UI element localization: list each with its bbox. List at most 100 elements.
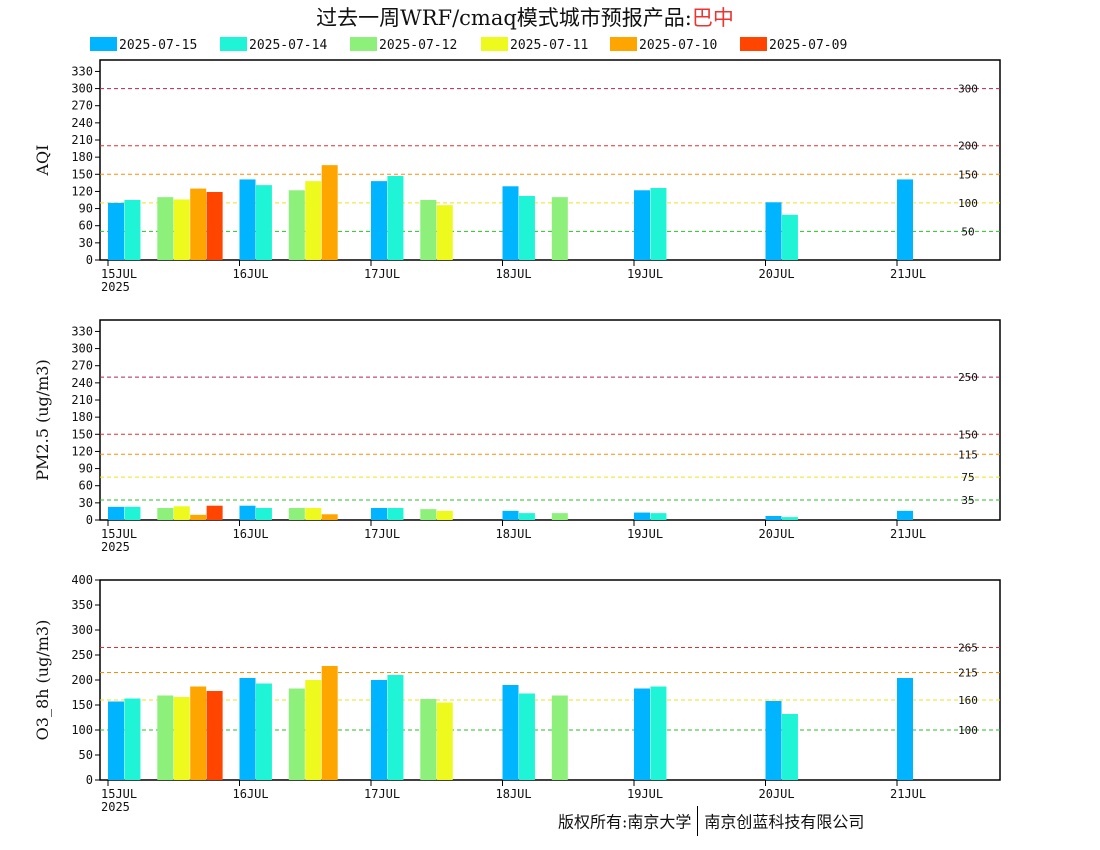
panel-frame-2 [99, 319, 1001, 521]
bar-2025-07-10-day2 [321, 165, 338, 260]
y-tick-label: 350 [71, 598, 93, 612]
bar-2025-07-11-day3 [436, 702, 453, 780]
x-tick-label-15JUL: 15JUL [101, 527, 137, 541]
x-tick-label-16JUL: 16JUL [233, 527, 269, 541]
chart-title: 过去一周WRF/cmaq模式城市预报产品:巴中 [0, 2, 1050, 32]
x-tick-label-17JUL: 17JUL [364, 787, 400, 801]
bar-2025-07-14-day6 [781, 714, 798, 780]
y-tick-label: 270 [71, 359, 93, 373]
bar-2025-07-12-day4 [551, 513, 568, 520]
y-tick-label: 240 [71, 376, 93, 390]
bar-2025-07-12-day2 [288, 508, 305, 520]
x-tick-label-15JUL: 15JUL [101, 787, 137, 801]
y-tick-label: 200 [71, 673, 93, 687]
bar-2025-07-14-day4 [518, 693, 535, 780]
bar-2025-07-14-day4 [518, 513, 535, 520]
y-axis-label: AQI [33, 145, 52, 177]
legend-label-2025-07-10: 2025-07-10 [639, 38, 717, 53]
y-tick-label: 60 [79, 479, 93, 493]
bar-2025-07-11-day3 [436, 205, 453, 260]
legend-label-2025-07-15: 2025-07-15 [119, 38, 197, 53]
threshold-label-115: 115 [958, 448, 978, 461]
threshold-label-35: 35 [961, 494, 974, 507]
threshold-label-100: 100 [958, 197, 978, 210]
bar-2025-07-12-day1 [157, 197, 174, 260]
bar-2025-07-14-day3 [387, 508, 404, 520]
panel-frame-1 [99, 59, 1001, 261]
y-axis-label: O3_8h (ug/m3) [33, 620, 52, 741]
threshold-label-160: 160 [958, 694, 978, 707]
y-tick-label: 50 [79, 748, 93, 762]
bar-2025-07-15-day3 [371, 181, 387, 260]
bar-2025-07-14-day2 [255, 683, 272, 780]
footer-separator [697, 806, 699, 836]
bar-2025-07-14-day6 [781, 214, 798, 260]
x-tick-label-17JUL: 17JUL [364, 267, 400, 281]
bar-2025-07-09-day1 [206, 691, 223, 780]
bar-2025-07-09-day1 [206, 192, 223, 260]
bar-2025-07-12-day4 [551, 695, 568, 780]
bar-2025-07-11-day2 [305, 680, 322, 780]
threshold-label-265: 265 [958, 642, 978, 655]
panel-frame-3 [99, 579, 1001, 781]
x-year-label: 2025 [101, 280, 130, 294]
legend-swatch-2025-07-14 [220, 37, 247, 51]
bar-2025-07-15-day4 [502, 510, 519, 520]
bar-2025-07-10-day1 [190, 188, 207, 260]
bar-2025-07-15-day2 [239, 678, 256, 780]
bar-2025-07-11-day2 [305, 181, 322, 260]
x-tick-label-20JUL: 20JUL [759, 267, 795, 281]
bar-2025-07-15-day1 [108, 701, 124, 780]
bar-2025-07-14-day3 [387, 675, 404, 780]
bar-2025-07-12-day4 [551, 197, 568, 260]
legend-swatch-2025-07-10 [610, 37, 637, 51]
threshold-label-250: 250 [958, 371, 978, 384]
bar-2025-07-10-day1 [190, 514, 207, 520]
y-tick-label: 120 [71, 444, 93, 458]
bar-2025-07-14-day5 [650, 513, 667, 520]
copyright-footer: 版权所有:南京大学 南京创蓝科技有限公司 [558, 806, 864, 838]
bar-2025-07-11-day2 [305, 508, 322, 520]
bar-2025-07-15-day2 [239, 505, 256, 520]
bar-2025-07-10-day2 [321, 666, 338, 780]
y-tick-label: 400 [71, 573, 93, 587]
y-tick-label: 330 [71, 324, 93, 338]
bar-2025-07-15-day6 [765, 516, 782, 520]
title-prefix: 过去一周WRF/cmaq模式城市预报产品: [316, 6, 692, 30]
threshold-label-150: 150 [958, 428, 978, 441]
bar-2025-07-10-day2 [321, 514, 338, 520]
bar-2025-07-14-day6 [781, 517, 798, 520]
y-tick-label: 0 [86, 773, 93, 787]
bar-2025-07-15-day5 [634, 688, 650, 780]
bar-2025-07-15-day7 [897, 179, 913, 260]
y-tick-label: 150 [71, 167, 93, 181]
bar-2025-07-12-day2 [288, 688, 305, 780]
bar-2025-07-11-day3 [436, 510, 453, 520]
y-tick-label: 30 [79, 496, 93, 510]
bar-2025-07-15-day4 [502, 186, 519, 260]
legend-swatch-2025-07-11 [481, 37, 508, 51]
x-tick-label-18JUL: 18JUL [496, 267, 532, 281]
threshold-label-300: 300 [958, 83, 978, 96]
title-city: 巴中 [691, 6, 734, 30]
bar-2025-07-15-day5 [634, 512, 650, 520]
x-tick-label-18JUL: 18JUL [496, 527, 532, 541]
bar-2025-07-15-day6 [765, 202, 782, 260]
bar-2025-07-11-day1 [173, 506, 190, 520]
bar-2025-07-15-day2 [239, 179, 256, 260]
bar-2025-07-11-day1 [173, 697, 190, 780]
bar-2025-07-15-day1 [108, 202, 124, 260]
bar-2025-07-15-day3 [371, 508, 387, 520]
y-tick-label: 250 [71, 648, 93, 662]
y-tick-label: 120 [71, 184, 93, 198]
x-tick-label-19JUL: 19JUL [627, 267, 663, 281]
threshold-label-75: 75 [961, 471, 974, 484]
threshold-label-215: 215 [958, 667, 978, 680]
bar-2025-07-15-day3 [371, 680, 387, 780]
bar-2025-07-11-day1 [173, 199, 190, 260]
bar-2025-07-12-day3 [420, 509, 437, 520]
bar-2025-07-15-day5 [634, 190, 650, 260]
x-tick-label-19JUL: 19JUL [627, 527, 663, 541]
y-tick-label: 300 [71, 623, 93, 637]
legend-swatch-2025-07-15 [90, 37, 117, 51]
